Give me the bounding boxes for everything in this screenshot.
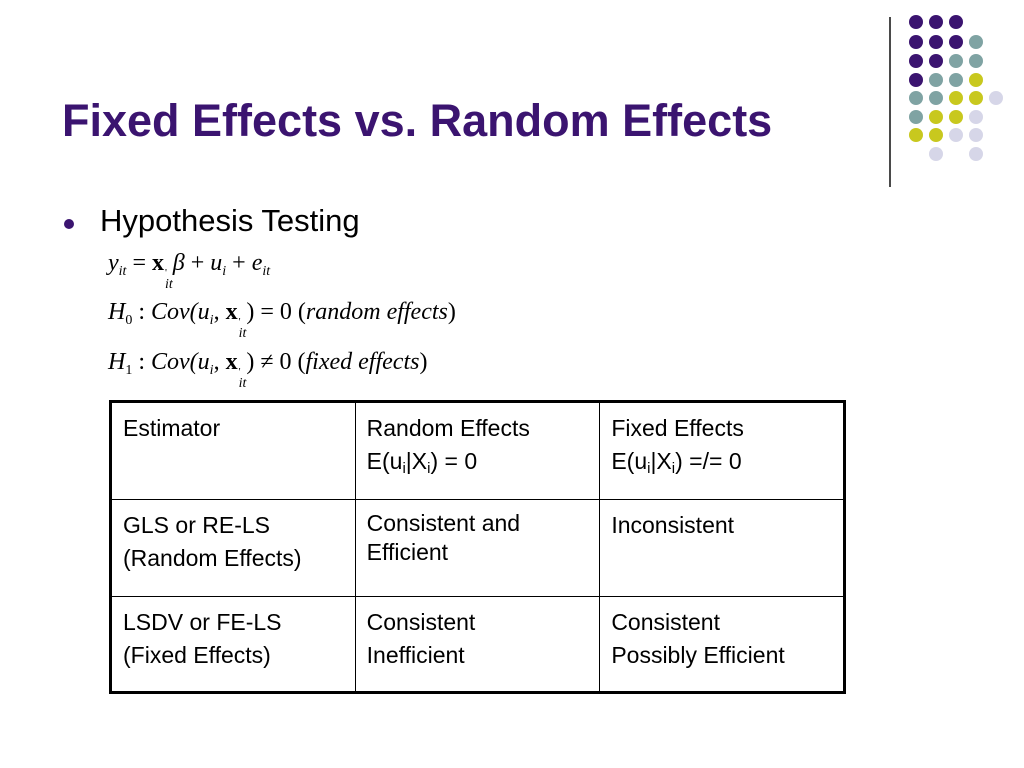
decorative-dot [949,91,963,105]
decorative-dot [909,110,923,124]
cell-random-effects: Consistent and Efficient [354,499,601,597]
decorative-dot [969,128,983,142]
decorative-dot [909,54,923,68]
decorative-dot [929,73,943,87]
decorative-dot [969,110,983,124]
decorative-dot [909,15,923,29]
header-estimator: Estimator [110,401,356,500]
decorative-dot [949,35,963,49]
decorative-dot [909,91,923,105]
vertical-divider [889,17,891,187]
equation-model: yit = x ' it β + ui + eit [108,250,271,292]
decorative-dot [969,54,983,68]
bullet-hypothesis-testing: Hypothesis Testing [100,203,360,238]
decorative-dot-grid [0,0,1024,200]
decorative-dot [929,128,943,142]
decorative-dot [929,91,943,105]
decorative-dot [969,73,983,87]
decorative-dot [949,110,963,124]
decorative-dot [929,35,943,49]
decorative-dot [929,110,943,124]
decorative-dot [929,147,943,161]
cell-estimator: LSDV or FE-LS (Fixed Effects) [110,596,356,693]
decorative-dot [969,35,983,49]
slide-title: Fixed Effects vs. Random Effects [62,95,773,146]
cell-fixed-effects: Consistent Possibly Efficient [599,596,845,693]
cell-estimator: GLS or RE-LS (Random Effects) [110,499,356,597]
cell-fixed-effects: Inconsistent [599,499,845,597]
decorative-dot [909,73,923,87]
decorative-dot [969,147,983,161]
decorative-dot [949,54,963,68]
table-row: LSDV or FE-LS (Fixed Effects) Consistent… [110,596,845,693]
header-fixed-effects: Fixed Effects E(ui|Xi) =/= 0 [599,401,845,500]
decorative-dot [989,91,1003,105]
table-row: GLS or RE-LS (Random Effects) Consistent… [110,499,845,597]
decorative-dot [949,73,963,87]
header-random-effects: Random Effects E(ui|Xi) = 0 [354,401,601,500]
decorative-dot [949,15,963,29]
comparison-table: Estimator Random Effects E(ui|Xi) = 0 Fi… [109,400,846,694]
equation-alternative-hypothesis: H1 : Cov(ui, x ' it) ≠ 0 (fixed effects) [108,349,428,391]
bullet-icon [64,219,74,229]
decorative-dot [909,128,923,142]
decorative-dot [949,128,963,142]
decorative-dot [929,54,943,68]
decorative-dot [969,91,983,105]
equation-null-hypothesis: H0 : Cov(ui, x ' it) = 0 (random effects) [108,299,456,341]
decorative-dot [909,35,923,49]
cell-random-effects: Consistent Inefficient [354,596,601,693]
table-header-row: Estimator Random Effects E(ui|Xi) = 0 Fi… [110,401,845,500]
decorative-dot [929,15,943,29]
